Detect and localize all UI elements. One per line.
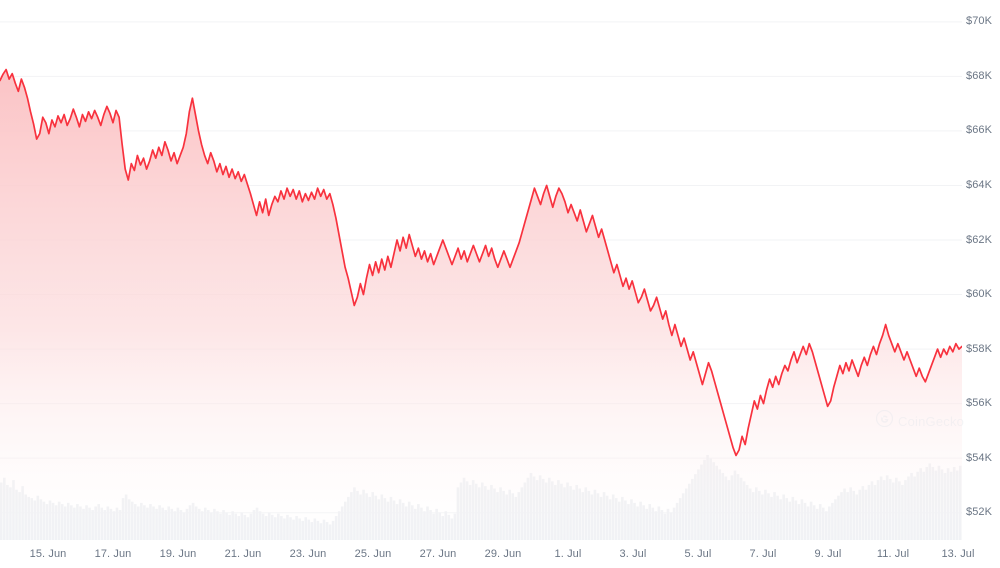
x-tick-label: 21. Jun	[224, 548, 262, 560]
x-tick-label: 19. Jun	[159, 548, 197, 560]
chart-canvas[interactable]	[0, 0, 962, 540]
price-line	[0, 68, 962, 457]
x-tick-label: 11. Jul	[876, 548, 910, 560]
y-tick-label: $58K	[966, 342, 993, 355]
x-tick-label: 3. Jul	[619, 548, 647, 560]
x-tick-label: 5. Jul	[684, 548, 712, 560]
price-area-fill	[0, 69, 962, 540]
x-tick-label: 9. Jul	[814, 548, 842, 560]
x-tick-label: 13. Jul	[941, 548, 975, 560]
y-tick-label: $60K	[966, 288, 993, 301]
y-tick-label: $70K	[966, 15, 993, 28]
x-tick-label: 29. Jun	[484, 548, 522, 560]
x-tick-label: 23. Jun	[289, 548, 327, 560]
y-tick-label: $64K	[966, 178, 993, 191]
x-tick-label: 15. Jun	[29, 548, 67, 560]
y-tick-label: $68K	[966, 69, 993, 82]
y-tick-label: $54K	[966, 451, 993, 464]
x-tick-label: 1. Jul	[554, 548, 582, 560]
y-tick-label: $62K	[966, 233, 993, 246]
y-axis: $70K $68K $66K $64K $62K $60K $58K $56K $54K $52K	[966, 0, 1000, 540]
x-tick-label: 7. Jul	[749, 548, 777, 560]
x-tick-label: 25. Jun	[354, 548, 392, 560]
x-tick-label: 17. Jun	[94, 548, 132, 560]
x-tick-label: 27. Jun	[419, 548, 457, 560]
x-axis: 15. Jun 17. Jun 19. Jun 21. Jun 23. Jun 25. J…	[0, 540, 975, 568]
y-tick-label: $56K	[966, 397, 993, 410]
chart-plot-area[interactable]	[0, 0, 962, 540]
y-tick-label: $66K	[966, 124, 993, 137]
y-tick-label: $52K	[966, 506, 993, 519]
